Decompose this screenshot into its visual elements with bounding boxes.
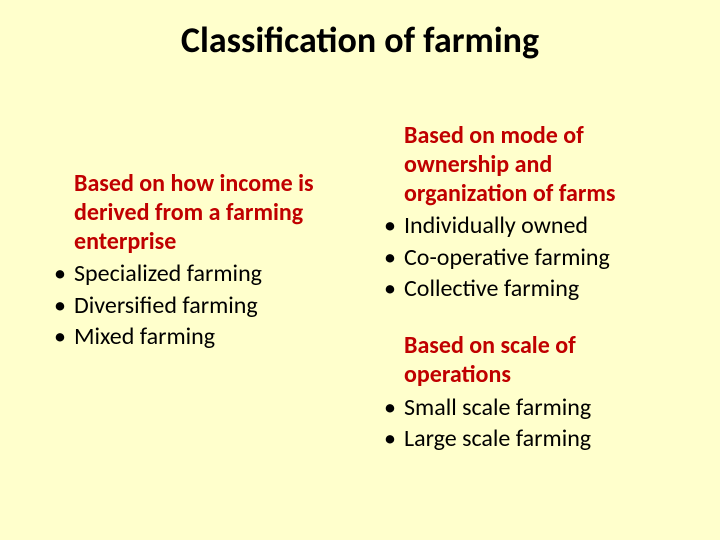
list-item-label: Individually owned <box>404 210 588 241</box>
list-item: • Diversified farming <box>48 290 350 321</box>
list-item: • Collective farming <box>378 273 680 304</box>
bullet-icon: • <box>48 290 74 321</box>
list-item-label: Mixed farming <box>74 321 215 352</box>
list-item: • Specialized farming <box>48 258 350 289</box>
list-item: • Small scale farming <box>378 392 680 423</box>
list-item-label: Small scale farming <box>404 392 591 423</box>
bullet-icon: • <box>48 258 74 289</box>
list-item: • Individually owned <box>378 210 680 241</box>
list-item: • Mixed farming <box>48 321 350 352</box>
left-column: Based on how income is derived from a fa… <box>40 122 350 454</box>
bullet-icon: • <box>378 242 404 273</box>
list-item-label: Large scale farming <box>404 423 591 454</box>
left-heading: Based on how income is derived from a fa… <box>74 170 350 256</box>
list-item-label: Collective farming <box>404 273 579 304</box>
right-column: Based on mode of ownership and organizat… <box>370 122 680 454</box>
list-item-label: Co-operative farming <box>404 242 610 273</box>
list-item-label: Specialized farming <box>74 258 262 289</box>
bullet-icon: • <box>378 210 404 241</box>
content-columns: Based on how income is derived from a fa… <box>40 122 680 454</box>
bullet-icon: • <box>378 273 404 304</box>
bullet-icon: • <box>48 321 74 352</box>
list-item: • Large scale farming <box>378 423 680 454</box>
bullet-icon: • <box>378 392 404 423</box>
slide-title: Classification of farming <box>40 18 680 62</box>
right-heading-2: Based on scale of operations <box>404 332 680 390</box>
list-item-label: Diversified farming <box>74 290 258 321</box>
bullet-icon: • <box>378 423 404 454</box>
list-item: • Co-operative farming <box>378 242 680 273</box>
right-heading-1: Based on mode of ownership and organizat… <box>404 122 680 208</box>
